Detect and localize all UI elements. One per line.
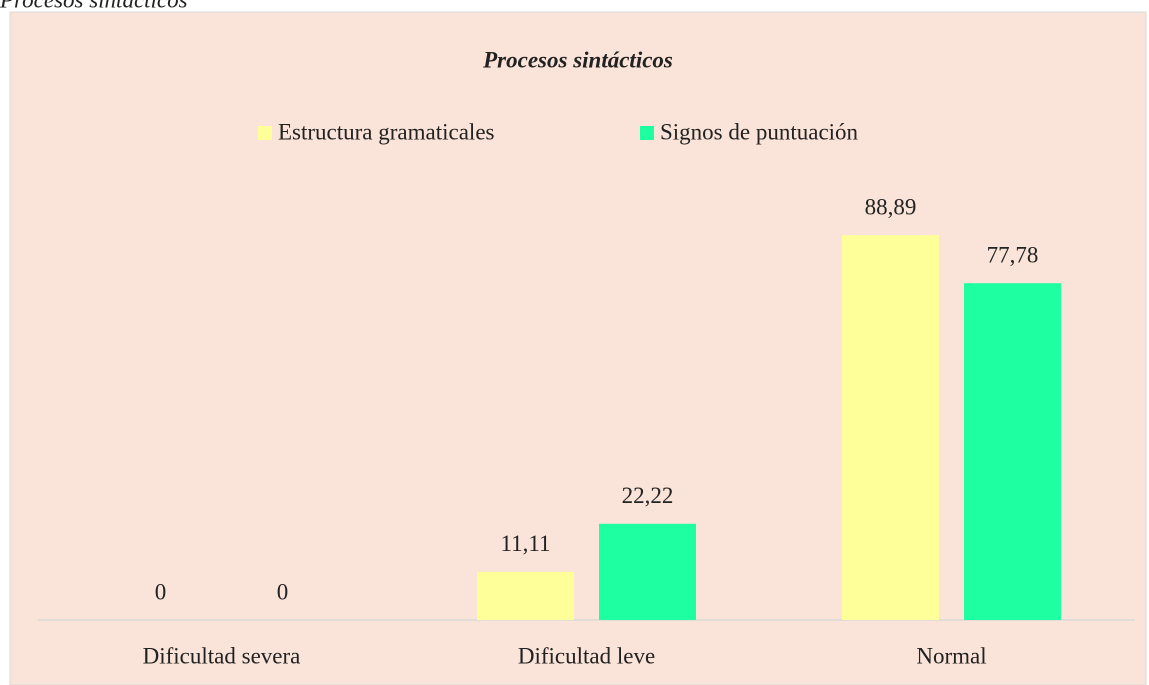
bar [964,283,1061,620]
data-label: 22,22 [622,483,674,508]
legend-swatch [640,126,654,140]
x-tick-label: Dificultad severa [143,643,301,668]
data-label: 88,89 [865,194,917,219]
data-label: 0 [277,579,289,604]
legend-label: Estructura gramaticales [278,119,495,144]
bar [842,235,939,620]
legend-label: Signos de puntuación [660,119,859,144]
caption: Procesos sintácticos [0,0,188,12]
x-tick-label: Dificultad leve [518,643,655,668]
chart-title: Procesos sintácticos [482,47,673,72]
data-label: 11,11 [500,531,550,556]
legend-swatch [258,126,272,140]
bar [599,523,696,620]
bar [477,571,574,620]
chart-background [9,11,1147,685]
data-label: 0 [155,579,167,604]
x-tick-label: Normal [916,643,986,668]
data-label: 77,78 [987,242,1039,267]
